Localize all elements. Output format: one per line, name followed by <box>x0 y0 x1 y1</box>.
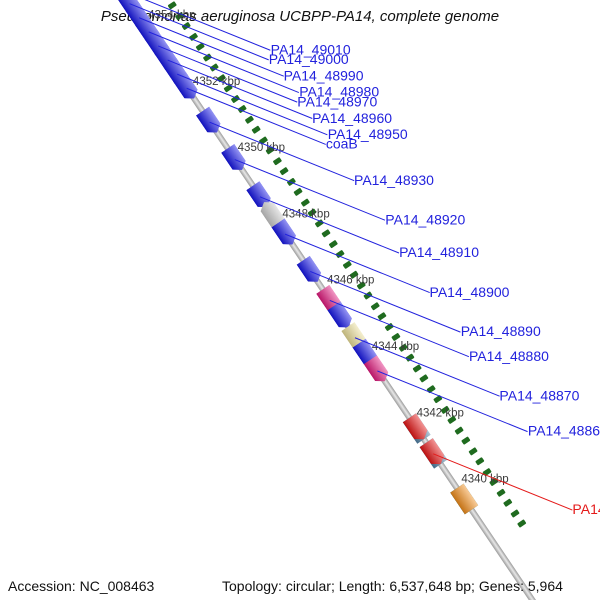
gene-label-PA14_48910[interactable]: PA14_48910 <box>399 245 479 261</box>
axis-tick-mark <box>370 302 379 311</box>
axis-tick-mark <box>244 115 253 124</box>
gene-label-PA14_48860[interactable]: PA14_48860 <box>528 423 600 439</box>
axis-tick-mark <box>496 488 505 497</box>
accession-value: NC_008463 <box>80 578 155 594</box>
gene-labels-group: PA14_49030PA14_49020PA14_49010PA14_49000… <box>394 0 600 356</box>
gene-label-PA14_49000[interactable]: PA14_49000 <box>269 51 349 67</box>
gene-label-PA14_48880[interactable]: PA14_48880 <box>469 348 549 364</box>
axis-tick-mark <box>391 333 400 342</box>
gene-label-PA14_48990[interactable]: PA14_48990 <box>284 68 364 84</box>
axis-tick-mark <box>328 239 337 248</box>
axis-tick-mark <box>321 229 330 238</box>
axis-tick-mark <box>468 447 477 456</box>
axis-tick-mark <box>251 125 260 134</box>
gene-label-PA14_48930[interactable]: PA14_48930 <box>354 172 434 188</box>
axis-tick-mark <box>503 498 512 507</box>
axis-tick-mark <box>510 509 519 518</box>
genome-diagram: 4354 kbp4352 kbp4350 kbp4348 kbp4346 kbp… <box>0 0 600 600</box>
axis-tick-mark <box>475 457 484 466</box>
gene-label-PA14_48970[interactable]: PA14_48970 <box>297 94 377 110</box>
axis-tick-mark <box>293 188 302 197</box>
axis-tick-mark <box>419 374 428 383</box>
axis-tick-mark <box>279 167 288 176</box>
topology-info: Topology: circular; Length: 6,537,648 bp… <box>222 578 563 594</box>
axis-tick-mark <box>454 426 463 435</box>
accession-info: Accession: NC_008463 <box>8 578 154 594</box>
gene-label-PA14_48900[interactable]: PA14_48900 <box>430 284 510 300</box>
gene-label-PA14_48870[interactable]: PA14_48870 <box>500 388 580 404</box>
kbp-axis-label-6: 4342 kbp <box>417 407 464 419</box>
axis-tick-mark <box>300 198 309 207</box>
accession-label: Accession: <box>8 578 76 594</box>
gene-label-PA14_48960[interactable]: PA14_48960 <box>312 110 392 126</box>
gene-label-PA14_48850[interactable]: PA14_48850 <box>573 502 600 518</box>
axis-tick-mark <box>461 436 470 445</box>
axis-tick-mark <box>272 156 281 165</box>
genome-browser-viewport: Pseudomonas aeruginosa UCBPP-PA14, compl… <box>0 0 600 600</box>
gene-label-PA14_48920[interactable]: PA14_48920 <box>385 212 465 228</box>
gene-label-coaB[interactable]: coaB <box>326 136 358 152</box>
axis-tick-mark <box>517 519 526 528</box>
gene-label-PA14_48890[interactable]: PA14_48890 <box>461 324 541 340</box>
